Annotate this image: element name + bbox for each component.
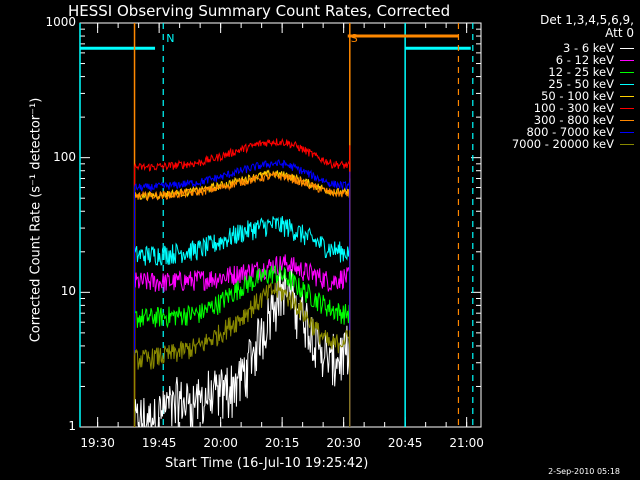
legend-label: 6 - 12 keV bbox=[555, 53, 614, 67]
legend-swatch bbox=[620, 59, 634, 61]
legend-swatch bbox=[620, 143, 634, 145]
y-tick-label: 1 bbox=[68, 419, 76, 433]
legend-swatch bbox=[620, 95, 634, 97]
x-axis-label: Start Time (16-Jul-10 19:25:42) bbox=[165, 456, 369, 471]
legend-label: 12 - 25 keV bbox=[548, 65, 614, 79]
marker-label-n: N bbox=[166, 32, 175, 45]
series-line-4 bbox=[134, 169, 351, 427]
series-line-7 bbox=[134, 159, 351, 427]
legend-entry: 7000 - 20000 keV bbox=[511, 137, 634, 151]
legend-entry: 300 - 800 keV bbox=[512, 113, 634, 127]
legend-swatch bbox=[620, 131, 634, 133]
legend-swatch bbox=[620, 47, 634, 49]
chart-title: HESSI Observing Summary Count Rates, Cor… bbox=[68, 2, 451, 20]
y-tick-label: 100 bbox=[53, 149, 76, 164]
series-line-3 bbox=[134, 215, 351, 427]
marker-label-s: S bbox=[350, 32, 358, 45]
legend-entry: 6 - 12 keV bbox=[512, 53, 634, 67]
legend-header-line-1: Det 1,3,4,5,6,9, bbox=[540, 13, 634, 27]
y-tick-label: 1000 bbox=[45, 15, 76, 29]
legend-label: 3 - 6 keV bbox=[563, 41, 614, 55]
legend-entry: 800 - 7000 keV bbox=[512, 125, 634, 139]
series-line-2 bbox=[134, 264, 351, 427]
series-line-1 bbox=[134, 254, 351, 427]
series-line-0 bbox=[134, 268, 351, 428]
legend-entry: 25 - 50 keV bbox=[512, 77, 634, 91]
x-tick-label: 21:00 bbox=[449, 436, 484, 450]
x-tick-label: 19:45 bbox=[141, 436, 177, 450]
x-tick-label: 20:30 bbox=[326, 436, 361, 450]
y-axis-label: Corrected Count Rate (s⁻¹ detector⁻¹) bbox=[28, 97, 44, 343]
x-tick-label: 20:00 bbox=[203, 436, 238, 450]
legend: 3 - 6 keV 6 - 12 keV 12 - 25 keV 25 - 50 ke… bbox=[511, 41, 634, 151]
legend-entry: 3 - 6 keV bbox=[512, 41, 634, 55]
legend-label: 25 - 50 keV bbox=[548, 77, 614, 91]
legend-label: 50 - 100 keV bbox=[541, 89, 614, 103]
series-line-5 bbox=[134, 137, 351, 427]
legend-swatch bbox=[620, 71, 634, 73]
legend-label: 800 - 7000 keV bbox=[526, 125, 614, 139]
series-line-6 bbox=[134, 171, 351, 427]
legend-header-line-2: Att 0 bbox=[605, 26, 634, 40]
generation-timestamp: 2-Sep-2010 05:18 bbox=[548, 467, 620, 476]
x-tick-label: 20:45 bbox=[387, 436, 423, 450]
legend-swatch bbox=[620, 107, 634, 109]
legend-entry: 12 - 25 keV bbox=[512, 65, 634, 79]
x-tick-label: 20:15 bbox=[264, 436, 300, 450]
legend-header: Det 1,3,4,5,6,9, Att 0 bbox=[540, 14, 634, 40]
x-tick-label: 19:30 bbox=[80, 436, 115, 450]
legend-swatch bbox=[620, 83, 634, 85]
legend-label: 100 - 300 keV bbox=[533, 101, 614, 115]
series-line-8 bbox=[134, 281, 351, 427]
y-tick-label: 10 bbox=[60, 284, 76, 299]
legend-label: 300 - 800 keV bbox=[533, 113, 614, 127]
legend-swatch bbox=[620, 119, 634, 121]
legend-entry: 100 - 300 keV bbox=[512, 101, 634, 115]
legend-entry: 50 - 100 keV bbox=[512, 89, 634, 103]
legend-label: 7000 - 20000 keV bbox=[511, 137, 614, 151]
